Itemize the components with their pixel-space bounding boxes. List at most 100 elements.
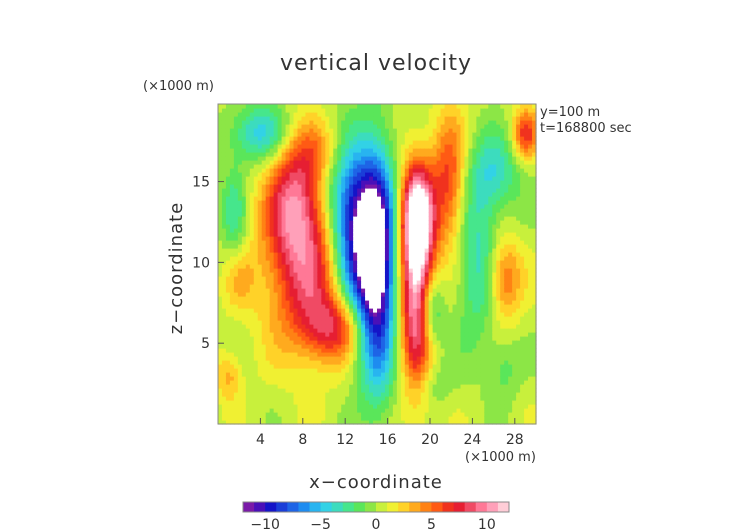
heatmap-cell: [273, 280, 279, 285]
heatmap-cell: [373, 328, 378, 333]
heatmap-cell: [464, 392, 470, 397]
heatmap-cell: [377, 384, 382, 389]
heatmap-cell: [353, 156, 358, 161]
heatmap-cell: [400, 248, 406, 253]
heatmap-cell: [400, 292, 406, 297]
heatmap-cell: [333, 184, 338, 189]
heatmap-cell: [377, 396, 382, 401]
heatmap-cell: [384, 224, 390, 229]
heatmap-cell: [388, 116, 394, 121]
heatmap-cell: [353, 228, 358, 233]
heatmap-cell: [400, 304, 406, 309]
heatmap-cell: [281, 360, 287, 365]
heatmap-cell: [333, 172, 338, 177]
heatmap-cell: [460, 196, 466, 201]
heatmap-cell: [400, 264, 406, 269]
heatmap-cell: [301, 228, 307, 233]
heatmap-cell: [305, 212, 311, 217]
heatmap-cell: [357, 336, 362, 341]
heatmap-cell: [448, 260, 454, 265]
heatmap-cell: [361, 264, 366, 269]
heatmap-cell: [408, 348, 414, 353]
heatmap-cell: [337, 132, 342, 137]
heatmap-cell: [440, 192, 446, 197]
heatmap-cell: [289, 340, 295, 345]
heatmap-cell: [353, 132, 358, 137]
heatmap-cell: [384, 296, 390, 301]
heatmap-cell: [440, 324, 446, 329]
heatmap-cell: [325, 156, 330, 161]
heatmap-cell: [388, 112, 394, 117]
heatmap-cell: [400, 136, 406, 141]
heatmap-cell: [448, 160, 454, 165]
heatmap-cell: [416, 156, 422, 161]
heatmap-cell: [249, 160, 255, 165]
heatmap-cell: [396, 388, 402, 393]
heatmap-cell: [377, 320, 382, 325]
heatmap-cell: [452, 184, 458, 189]
heatmap-cell: [388, 420, 394, 425]
heatmap-cell: [412, 212, 418, 217]
heatmap-cell: [420, 372, 426, 377]
heatmap-cell: [273, 176, 279, 181]
heatmap-cell: [305, 304, 311, 309]
heatmap-cell: [416, 320, 422, 325]
heatmap-cell: [297, 236, 303, 241]
heatmap-cell: [241, 276, 247, 281]
heatmap-cell: [301, 416, 307, 421]
heatmap-cell: [218, 152, 223, 157]
heatmap-cell: [416, 288, 422, 293]
heatmap-cell: [456, 408, 462, 413]
heatmap-cell: [369, 364, 374, 369]
heatmap-cell: [265, 196, 271, 201]
heatmap-cell: [412, 352, 418, 357]
heatmap-cell: [269, 336, 275, 341]
heatmap-cell: [261, 336, 267, 341]
heatmap-cell: [345, 156, 350, 161]
heatmap-cell: [329, 152, 334, 157]
heatmap-cell: [309, 332, 314, 337]
heatmap-cell: [452, 412, 458, 417]
heatmap-cell: [444, 168, 450, 173]
heatmap-cell: [329, 368, 334, 373]
heatmap-cell: [349, 396, 354, 401]
heatmap-cell: [448, 404, 454, 409]
heatmap-cell: [261, 312, 267, 317]
heatmap-cell: [257, 112, 263, 117]
heatmap-cell: [245, 212, 251, 217]
heatmap-cell: [237, 164, 243, 169]
heatmap-cell: [261, 232, 267, 237]
heatmap-cell: [361, 320, 366, 325]
heatmap-cell: [440, 396, 446, 401]
heatmap-cell: [218, 328, 223, 333]
heatmap-cell: [305, 220, 311, 225]
heatmap-cell: [281, 204, 287, 209]
heatmap-cell: [448, 228, 454, 233]
heatmap-cell: [369, 396, 374, 401]
heatmap-cell: [309, 288, 314, 293]
heatmap-cell: [305, 420, 311, 425]
heatmap-cell: [301, 352, 307, 357]
heatmap-cell: [329, 372, 334, 377]
heatmap-cell: [388, 196, 394, 201]
heatmap-cell: [257, 160, 263, 165]
heatmap-cell: [432, 256, 438, 261]
heatmap-cell: [309, 104, 314, 109]
heatmap-cell: [341, 312, 346, 317]
heatmap-cell: [289, 344, 295, 349]
heatmap-cell: [353, 180, 358, 185]
heatmap-cell: [373, 372, 378, 377]
heatmap-cell: [436, 236, 442, 241]
heatmap-cell: [341, 372, 346, 377]
heatmap-cell: [416, 348, 422, 353]
heatmap-cell: [365, 260, 370, 265]
heatmap-cell: [237, 352, 243, 357]
heatmap-cell: [396, 140, 402, 145]
heatmap-cell: [225, 196, 231, 201]
heatmap-cell: [293, 232, 299, 237]
heatmap-cell: [341, 172, 346, 177]
heatmap-cell: [257, 176, 263, 181]
heatmap-cell: [321, 276, 326, 281]
heatmap-cell: [245, 144, 251, 149]
heatmap-cell: [416, 116, 422, 121]
